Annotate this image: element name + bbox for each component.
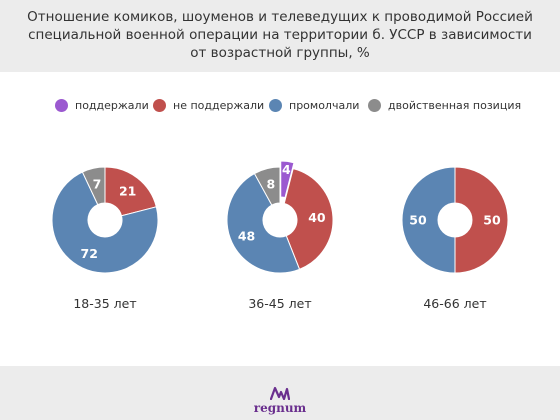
data-label-not-supported: 40 bbox=[308, 210, 326, 225]
slice-not-supported bbox=[104, 166, 157, 217]
data-label-silent: 50 bbox=[409, 213, 427, 228]
data-label-silent: 72 bbox=[81, 246, 98, 261]
slice-silent bbox=[226, 172, 301, 274]
data-label-not-supported: 50 bbox=[483, 213, 501, 228]
regnum-logo-icon bbox=[270, 386, 290, 400]
category-label-18-35: 18-35 лет bbox=[73, 296, 137, 311]
data-label-ambivalent: 8 bbox=[266, 177, 275, 192]
legend-label: не поддержали bbox=[173, 98, 265, 112]
data-label-silent: 48 bbox=[238, 228, 255, 243]
slice-not-supported bbox=[454, 166, 509, 274]
legend-label: двойственная позиция bbox=[388, 98, 522, 112]
slice-silent bbox=[401, 166, 456, 274]
legend-item-ambivalent: двойственная позиция bbox=[368, 96, 521, 114]
slice-supported bbox=[280, 160, 295, 199]
data-label-ambivalent: 7 bbox=[93, 176, 102, 191]
regnum-logo-text: regnum bbox=[253, 401, 307, 415]
legend-item-supported: поддержали bbox=[55, 96, 149, 114]
legend-swatch bbox=[269, 98, 282, 112]
legend-label: промолчали bbox=[289, 98, 360, 112]
legend-item-silent: промолчали bbox=[269, 96, 359, 114]
legend-swatch bbox=[153, 98, 166, 112]
category-label-36-45: 36-45 лет bbox=[248, 296, 312, 311]
data-label-supported: 4 bbox=[282, 162, 291, 177]
slice-ambivalent bbox=[81, 166, 106, 206]
category-label-46-66: 46-66 лет bbox=[423, 296, 487, 311]
slice-not-supported bbox=[283, 168, 334, 270]
data-label-not-supported: 21 bbox=[119, 183, 136, 198]
slice-ambivalent bbox=[253, 166, 281, 206]
legend-swatch bbox=[55, 98, 68, 112]
legend-item-not-supported: не поддержали bbox=[153, 96, 264, 114]
chart-title: Отношение комиков, шоуменов и телеведущи… bbox=[27, 9, 533, 61]
header-band bbox=[0, 0, 560, 72]
legend-label: поддержали bbox=[75, 98, 149, 112]
legend-swatch bbox=[368, 98, 381, 112]
donut-charts: 21 72 7 4 40 48 8 50 50 bbox=[51, 160, 509, 274]
legend: поддержали не поддержали промолчали двой… bbox=[0, 96, 560, 116]
slice-silent bbox=[51, 171, 159, 274]
